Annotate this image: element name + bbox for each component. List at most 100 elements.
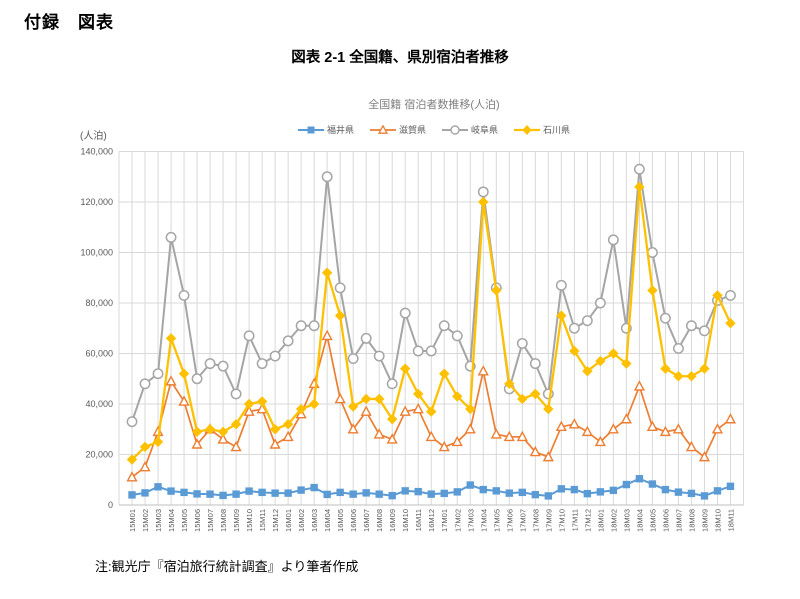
x-axis-tick-label: 16M07: [362, 509, 371, 532]
x-axis-tick-label: 17M12: [583, 509, 592, 532]
data-point-marker: [713, 487, 722, 495]
data-point-marker: [230, 440, 242, 452]
data-point-marker: [426, 406, 437, 417]
data-point-marker: [660, 363, 671, 374]
data-point-marker: [686, 371, 697, 382]
data-point-marker: [516, 337, 528, 349]
y-axis-tick-label: 0: [108, 500, 113, 510]
data-point-marker: [699, 363, 710, 374]
data-point-marker: [126, 471, 138, 482]
x-axis-tick-label: 15M01: [128, 509, 137, 532]
data-point-marker: [165, 375, 177, 386]
data-point-marker: [594, 297, 606, 309]
data-point-marker: [725, 289, 736, 301]
x-axis-tick-label: 17M08: [531, 509, 540, 532]
data-point-marker: [375, 490, 383, 498]
chart-subtitle: 全国籍 宿泊者数推移(人泊): [368, 99, 500, 111]
x-axis-tick-label: 17M11: [570, 509, 579, 531]
data-point-marker: [373, 393, 385, 405]
legend-label: 岐阜県: [471, 125, 499, 135]
data-point-marker: [530, 388, 541, 400]
x-axis-tick-label: 15M09: [232, 509, 241, 532]
data-point-marker: [282, 335, 294, 347]
x-axis-tick-label: 17M03: [466, 509, 475, 532]
data-point-marker: [178, 289, 190, 301]
x-axis-tick-label: 18M01: [596, 509, 605, 532]
data-point-marker: [711, 423, 724, 434]
data-point-marker: [452, 391, 463, 402]
data-point-marker: [557, 485, 566, 493]
data-point-marker: [531, 490, 540, 499]
data-point-marker: [139, 441, 151, 453]
x-axis-tick-label: 17M06: [505, 509, 514, 532]
data-point-marker: [165, 231, 177, 243]
data-point-marker: [687, 489, 696, 498]
page-title: 付録 図表: [24, 13, 114, 32]
data-point-marker: [633, 380, 645, 391]
x-axis-tick-label: 16M03: [310, 509, 319, 532]
data-point-marker: [284, 489, 292, 497]
data-point-marker: [724, 413, 737, 424]
data-point-marker: [126, 454, 138, 465]
data-point-marker: [492, 487, 500, 495]
x-axis-tick-label: 16M12: [427, 509, 436, 532]
data-point-marker: [206, 490, 214, 498]
y-axis-tick-label: 140,000: [80, 147, 113, 157]
data-point-marker: [401, 487, 409, 495]
data-point-marker: [620, 413, 632, 424]
data-point-marker: [295, 320, 307, 332]
x-axis-tick-label: 15M11: [258, 509, 267, 531]
x-axis-tick-label: 18M02: [609, 509, 618, 532]
data-point-marker: [464, 423, 476, 434]
data-point-marker: [555, 279, 567, 291]
y-axis-tick-label: 100,000: [80, 248, 113, 258]
x-axis-tick-label: 17M07: [518, 509, 527, 532]
data-point-marker: [269, 350, 281, 362]
data-point-marker: [672, 423, 684, 434]
y-axis-tick-label: 40,000: [85, 399, 113, 409]
data-point-marker: [347, 423, 359, 434]
data-point-marker: [297, 486, 305, 494]
data-point-marker: [128, 491, 136, 499]
x-axis-tick-label: 16M01: [284, 509, 293, 532]
data-point-marker: [413, 388, 424, 400]
x-axis-tick-label: 15M05: [180, 509, 189, 532]
data-point-marker: [661, 485, 670, 494]
data-point-marker: [321, 171, 333, 183]
data-point-marker: [622, 480, 631, 489]
x-axis-tick-label: 15M02: [141, 509, 150, 532]
x-axis-tick-label: 18M11: [726, 509, 735, 531]
data-point-marker: [570, 485, 579, 494]
data-point-marker: [596, 488, 605, 496]
data-point-marker: [607, 234, 619, 246]
data-point-marker: [466, 481, 474, 489]
x-axis-tick-label: 17M05: [492, 509, 501, 532]
data-point-marker: [582, 365, 593, 377]
x-axis-tick-label: 16M05: [336, 509, 345, 532]
data-point-marker: [685, 440, 698, 452]
legend-item-gifu: 岐阜県: [442, 123, 498, 136]
x-axis-tick-label: 15M06: [193, 509, 202, 532]
data-point-marker: [282, 419, 294, 430]
data-point-marker: [243, 330, 255, 342]
data-point-marker: [321, 329, 333, 341]
data-point-marker: [217, 433, 229, 444]
data-point-marker: [427, 490, 435, 498]
data-point-marker: [581, 315, 593, 327]
data-point-marker: [477, 186, 489, 198]
data-point-marker: [477, 365, 489, 376]
data-point-marker: [440, 489, 448, 498]
x-axis-tick-label: 15M03: [154, 509, 163, 532]
legend-item-ishikawa: 石川県: [514, 123, 570, 136]
data-point-marker: [310, 483, 318, 492]
data-point-marker: [178, 368, 190, 379]
data-point-marker: [673, 371, 684, 382]
data-point-marker: [373, 428, 385, 439]
data-point-marker: [518, 488, 526, 497]
data-point-marker: [505, 489, 513, 497]
data-point-marker: [568, 322, 580, 334]
data-point-marker: [465, 403, 476, 415]
data-point-marker: [180, 488, 188, 497]
data-point-marker: [165, 333, 177, 344]
